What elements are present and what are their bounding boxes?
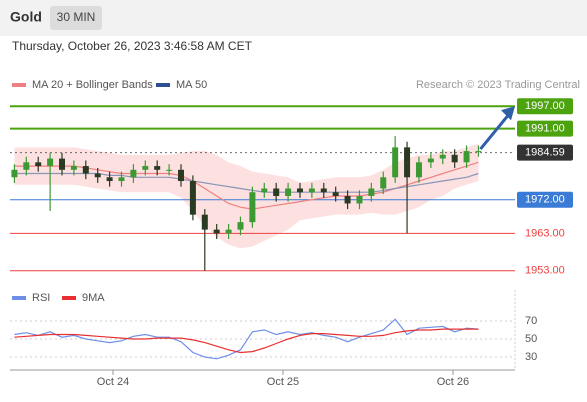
candle-body xyxy=(296,188,303,193)
y-tick-label: 30 xyxy=(525,351,537,363)
candle-body xyxy=(177,169,184,182)
candle-body xyxy=(261,188,268,193)
candle-body xyxy=(237,222,244,230)
candle-body xyxy=(285,188,292,196)
level-label-box xyxy=(517,120,573,137)
datetime: Thursday, October 26, 2023 3:46:58 AM CE… xyxy=(12,39,253,53)
candle-body xyxy=(368,188,375,196)
candle-body xyxy=(166,169,173,171)
symbol: Gold xyxy=(10,9,42,25)
candle-body xyxy=(106,177,113,182)
candle-body xyxy=(11,169,18,178)
interval[interactable]: 30 MIN xyxy=(57,10,96,24)
candle-body xyxy=(249,192,256,223)
candle-body xyxy=(344,195,351,204)
candle-body xyxy=(225,229,232,234)
legend-label: RSI xyxy=(32,292,50,304)
rsi-line xyxy=(14,318,479,360)
level-label: 1991.00 xyxy=(525,123,565,135)
candle-body xyxy=(213,229,220,234)
candle-body xyxy=(47,158,54,167)
legend-label: MA 50 xyxy=(176,79,207,91)
candle-body xyxy=(380,177,387,189)
level-label: 1997.00 xyxy=(525,100,565,112)
y-tick-label: 50 xyxy=(525,333,537,345)
candle-body xyxy=(415,162,422,178)
candle-body xyxy=(320,188,327,193)
candle-body xyxy=(82,166,89,174)
forecast-arrow xyxy=(479,113,511,151)
candle-body xyxy=(130,169,137,178)
legend-swatch xyxy=(62,296,76,300)
candle-body xyxy=(118,177,125,182)
legend-label: MA 20 + Bollinger Bands xyxy=(32,79,153,91)
forecast-arrowhead xyxy=(501,106,515,121)
candle-body xyxy=(404,147,411,178)
candle-body xyxy=(70,166,77,170)
candle-body xyxy=(356,195,363,204)
candle-body xyxy=(308,188,315,193)
candle-body xyxy=(427,158,434,163)
bollinger-band xyxy=(14,143,479,249)
candle-body xyxy=(35,162,42,167)
ma20-line xyxy=(14,161,479,210)
x-tick-label: Oct 25 xyxy=(267,376,299,388)
candle-body xyxy=(59,158,66,170)
y-tick-label: 70 xyxy=(525,315,537,327)
ma50-line xyxy=(14,172,479,193)
candle-body xyxy=(94,173,101,178)
legend-swatch xyxy=(12,296,26,300)
candle-body xyxy=(439,154,446,159)
level-label: 1953.00 xyxy=(525,265,565,277)
candle-body xyxy=(392,147,399,178)
level-label-box xyxy=(517,191,573,208)
x-tick-label: Oct 26 xyxy=(437,376,469,388)
legend-label: 9MA xyxy=(82,292,105,304)
candle-body xyxy=(201,214,208,230)
candle-body xyxy=(189,181,196,215)
interval-tab[interactable] xyxy=(50,6,102,30)
level-label-box xyxy=(517,98,573,115)
candle-body xyxy=(475,151,482,153)
candle-body xyxy=(273,188,280,196)
level-label: 1984.59 xyxy=(525,147,565,159)
x-tick-label: Oct 24 xyxy=(97,376,129,388)
candle-body xyxy=(154,166,161,170)
level-label: 1963.00 xyxy=(525,227,565,239)
rsi-line xyxy=(14,328,479,354)
candle-body xyxy=(23,162,30,170)
credit: Research © 2023 Trading Central xyxy=(416,79,580,91)
candle-body xyxy=(463,151,470,163)
level-label-box xyxy=(517,144,573,161)
candle-body xyxy=(332,192,339,196)
candle-body xyxy=(142,166,149,170)
legend-swatch xyxy=(12,83,26,87)
candle-body xyxy=(451,154,458,163)
level-label: 1972.00 xyxy=(525,194,565,206)
legend-swatch xyxy=(156,83,170,87)
